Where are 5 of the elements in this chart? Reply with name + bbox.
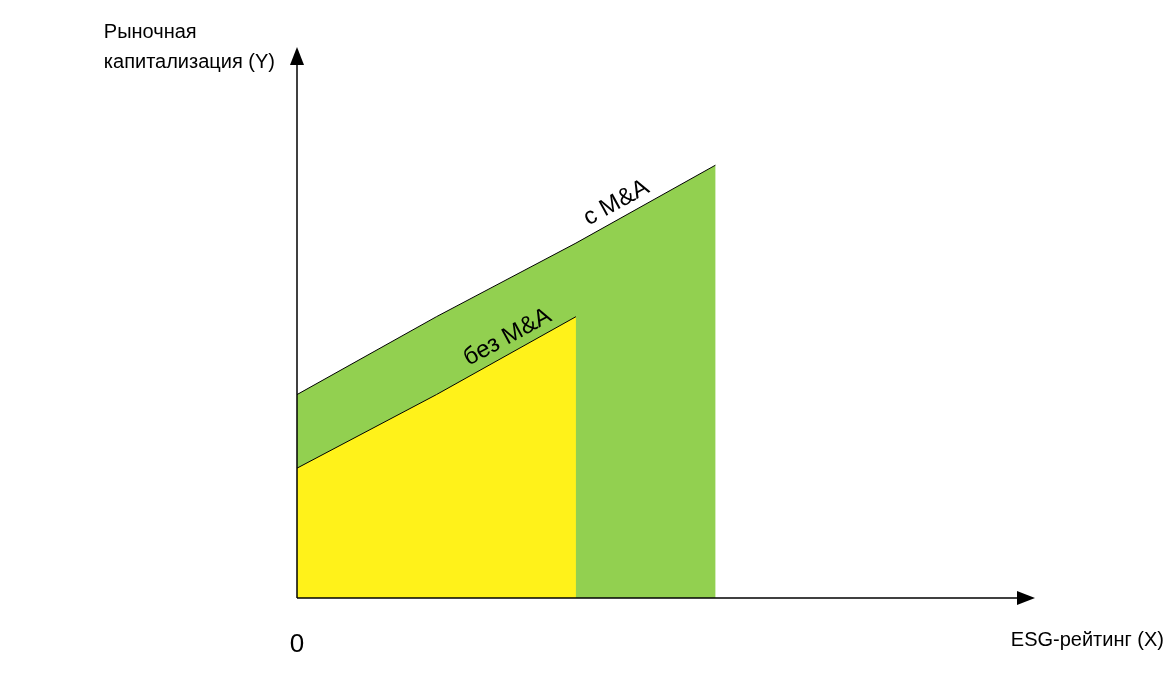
y-axis-title: Рыночная капитализация (Y) [103, 19, 275, 74]
text: ESG-рейтинг (X) [1010, 628, 1164, 651]
text: 0 [288, 628, 306, 659]
text: с M&A [577, 172, 653, 231]
text: без M&A [458, 300, 556, 371]
